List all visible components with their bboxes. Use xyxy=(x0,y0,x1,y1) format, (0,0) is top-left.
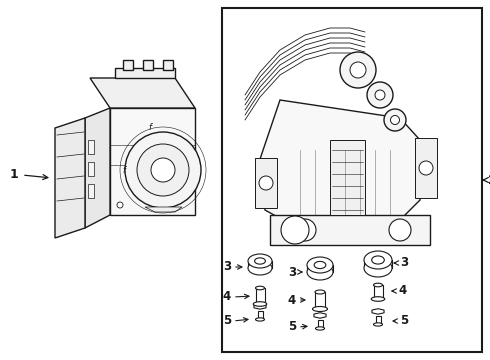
Ellipse shape xyxy=(255,258,266,264)
Ellipse shape xyxy=(373,297,383,301)
Text: 4: 4 xyxy=(223,291,231,303)
Circle shape xyxy=(367,82,393,108)
Polygon shape xyxy=(145,207,182,212)
Ellipse shape xyxy=(307,257,333,273)
Bar xyxy=(163,60,173,70)
Bar xyxy=(415,138,437,198)
Bar xyxy=(143,60,153,70)
Circle shape xyxy=(151,158,175,182)
Polygon shape xyxy=(85,108,110,228)
Ellipse shape xyxy=(253,302,267,306)
Bar xyxy=(318,320,322,328)
Text: 2: 2 xyxy=(488,174,490,186)
Bar xyxy=(255,288,265,304)
Bar xyxy=(222,8,482,352)
Ellipse shape xyxy=(373,283,383,287)
Ellipse shape xyxy=(364,251,392,269)
Bar xyxy=(373,285,383,299)
Circle shape xyxy=(281,216,309,244)
Bar xyxy=(255,158,277,208)
Ellipse shape xyxy=(255,302,265,306)
Polygon shape xyxy=(330,140,365,215)
Bar xyxy=(88,140,94,154)
Ellipse shape xyxy=(372,256,384,264)
Polygon shape xyxy=(314,313,326,318)
Ellipse shape xyxy=(248,261,272,275)
Bar xyxy=(123,60,133,70)
Circle shape xyxy=(340,52,376,88)
Bar xyxy=(88,162,94,176)
Circle shape xyxy=(391,116,399,125)
Polygon shape xyxy=(55,118,85,238)
Ellipse shape xyxy=(373,323,383,326)
Polygon shape xyxy=(270,215,430,245)
Circle shape xyxy=(117,202,123,208)
Text: 3: 3 xyxy=(288,266,296,279)
Polygon shape xyxy=(254,304,266,309)
Ellipse shape xyxy=(364,259,392,277)
Text: 5: 5 xyxy=(223,315,231,328)
Ellipse shape xyxy=(315,307,325,311)
Bar xyxy=(258,311,263,319)
Text: 3: 3 xyxy=(400,256,408,270)
Bar xyxy=(375,316,381,324)
Circle shape xyxy=(294,219,316,241)
Text: f: f xyxy=(148,123,151,132)
Text: 4: 4 xyxy=(398,284,406,297)
Ellipse shape xyxy=(313,306,327,311)
Bar xyxy=(88,184,94,198)
Circle shape xyxy=(419,161,433,175)
Ellipse shape xyxy=(255,286,265,290)
Polygon shape xyxy=(90,78,195,108)
Circle shape xyxy=(389,219,411,241)
Circle shape xyxy=(384,109,406,131)
Text: 4: 4 xyxy=(288,293,296,306)
Polygon shape xyxy=(372,309,384,314)
Circle shape xyxy=(375,90,385,100)
Ellipse shape xyxy=(248,254,272,268)
Circle shape xyxy=(125,132,201,208)
Circle shape xyxy=(350,62,366,78)
Ellipse shape xyxy=(316,327,324,330)
Text: 3: 3 xyxy=(223,261,231,274)
Text: 5: 5 xyxy=(400,315,408,328)
Polygon shape xyxy=(258,100,420,235)
Ellipse shape xyxy=(307,264,333,280)
Circle shape xyxy=(137,144,189,196)
Text: 1: 1 xyxy=(10,168,19,181)
Text: f: f xyxy=(122,166,125,175)
Circle shape xyxy=(259,176,273,190)
Polygon shape xyxy=(110,108,195,215)
Ellipse shape xyxy=(371,297,385,301)
Bar xyxy=(315,292,325,309)
Polygon shape xyxy=(115,68,175,78)
Ellipse shape xyxy=(314,261,326,269)
Ellipse shape xyxy=(315,290,325,294)
Text: 5: 5 xyxy=(288,320,296,333)
Ellipse shape xyxy=(255,318,265,321)
